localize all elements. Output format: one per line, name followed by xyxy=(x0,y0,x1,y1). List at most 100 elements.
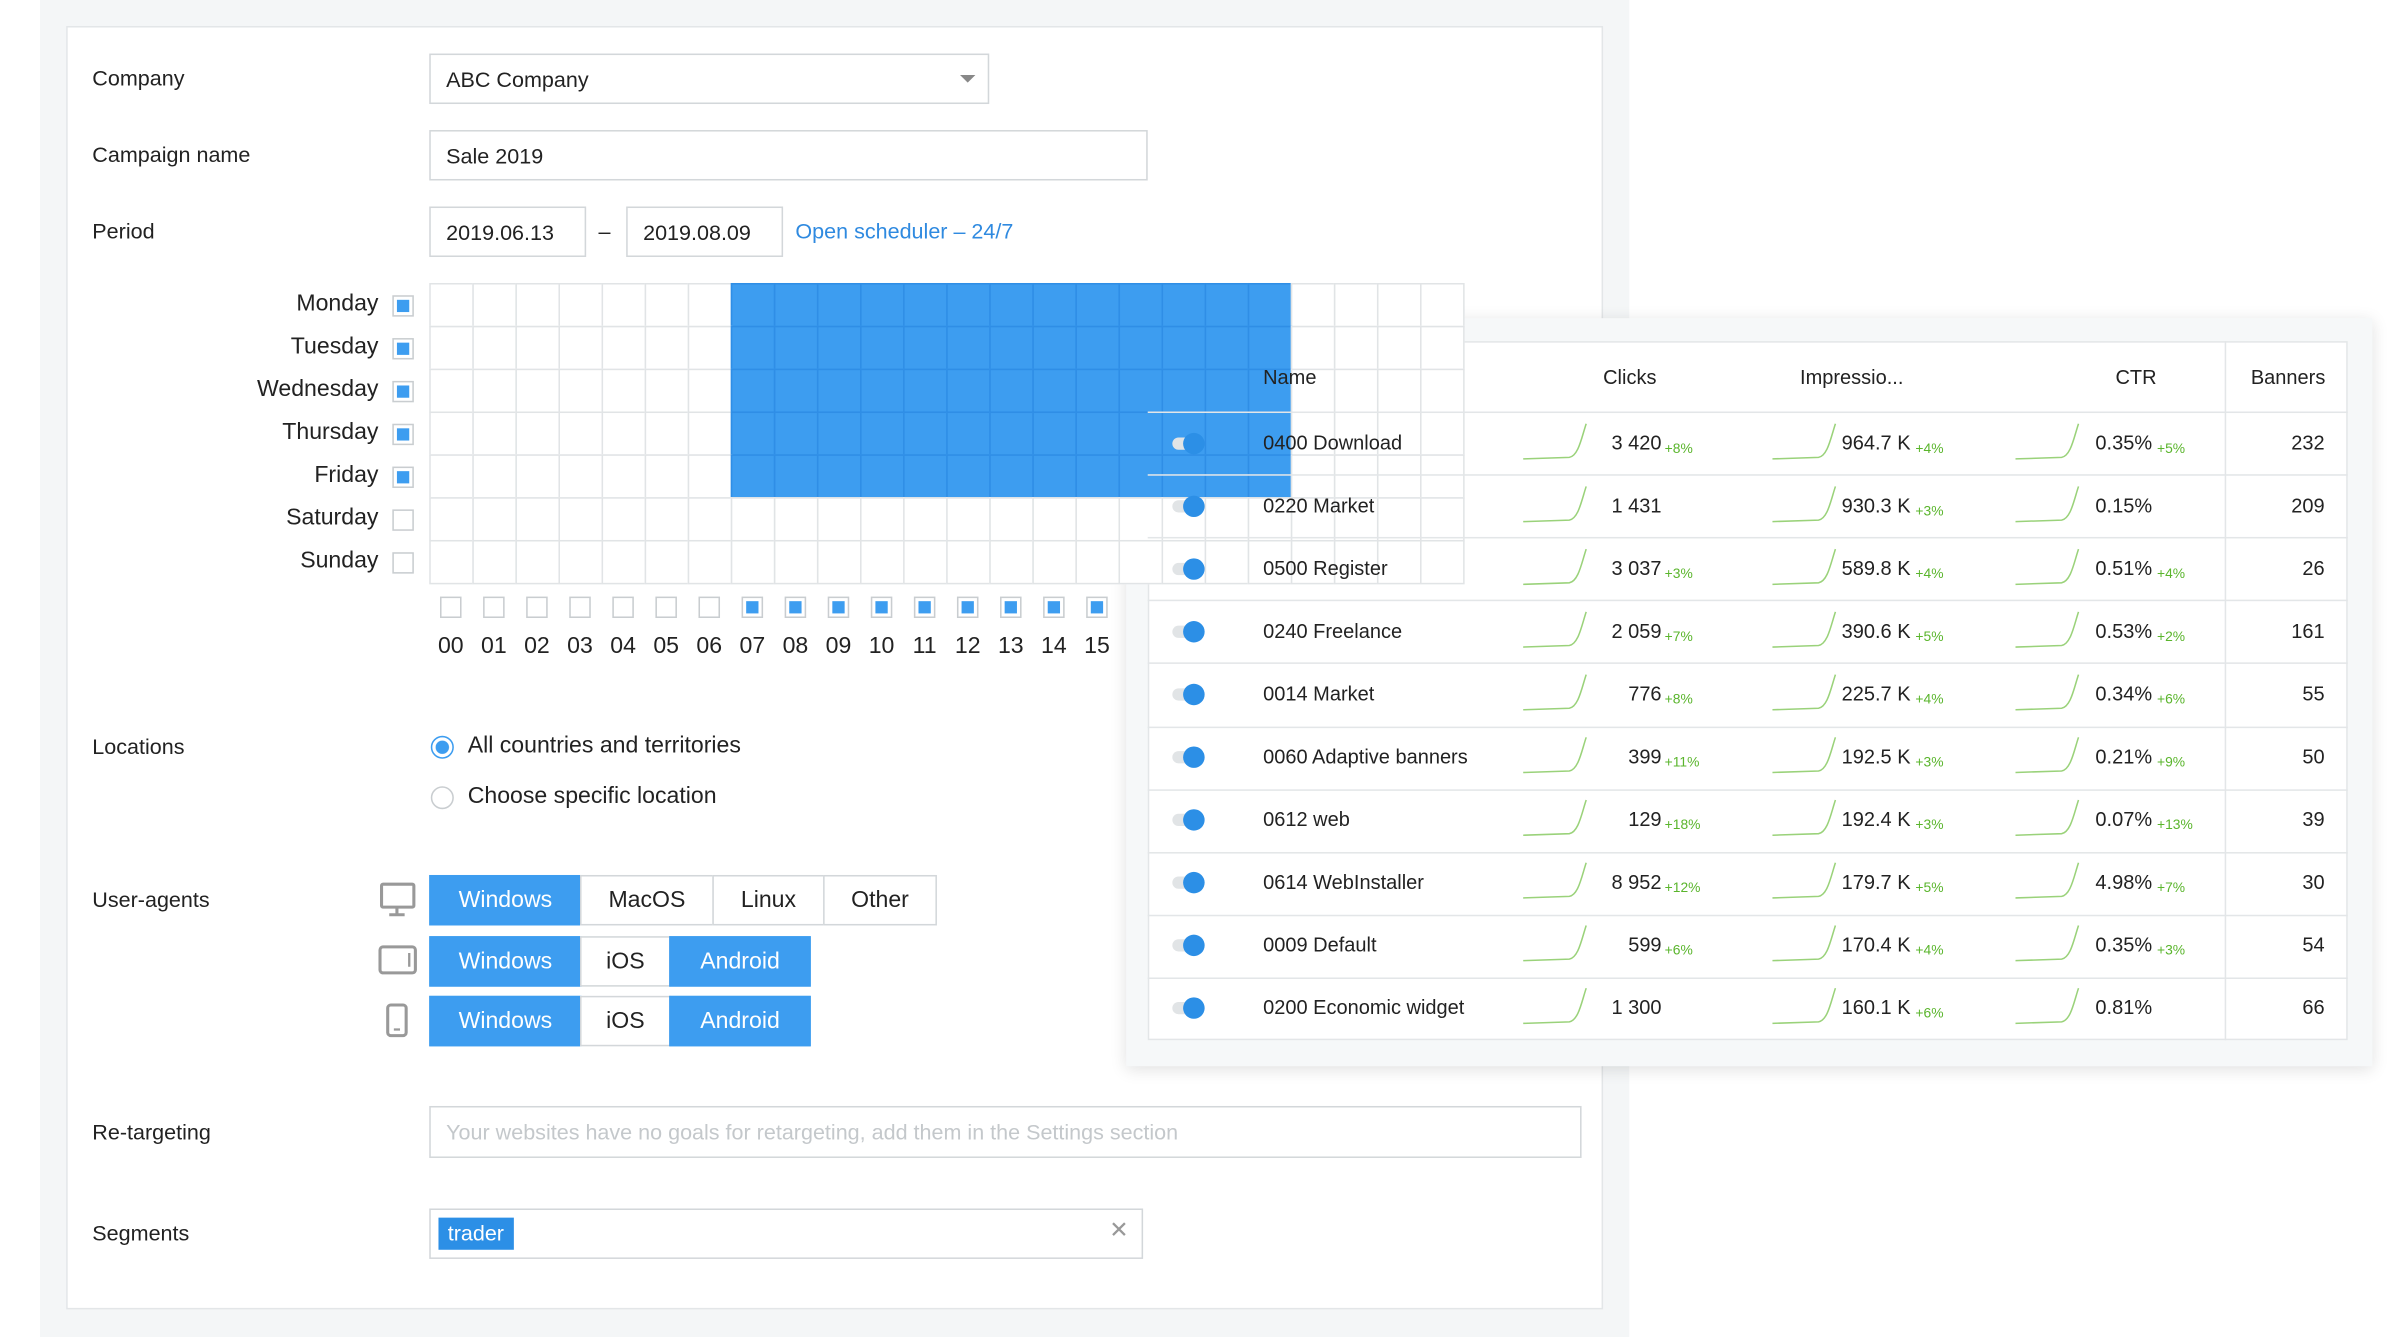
hour-checkbox[interactable] xyxy=(1043,596,1065,618)
schedule-cell[interactable] xyxy=(429,539,474,585)
schedule-cell[interactable] xyxy=(1204,325,1250,371)
schedule-cell[interactable] xyxy=(558,282,604,328)
schedule-cell[interactable] xyxy=(946,454,991,499)
agent-button[interactable]: Linux xyxy=(712,874,825,926)
schedule-cell[interactable] xyxy=(644,454,690,499)
hour-checkbox[interactable] xyxy=(913,596,936,618)
row-name[interactable]: 0614 WebInstaller xyxy=(1263,870,1424,894)
schedule-cell[interactable] xyxy=(687,454,733,499)
schedule-cell[interactable] xyxy=(1247,368,1293,414)
schedule-cell[interactable] xyxy=(601,368,647,414)
schedule-cell[interactable] xyxy=(903,497,948,542)
schedule-cell[interactable] xyxy=(946,325,991,371)
hour-checkbox[interactable] xyxy=(784,596,807,618)
schedule-cell[interactable] xyxy=(1290,454,1336,499)
schedule-cell[interactable] xyxy=(1247,539,1293,585)
schedule-cell[interactable] xyxy=(472,282,517,328)
schedule-cell[interactable] xyxy=(1204,411,1250,456)
schedule-cell[interactable] xyxy=(903,368,948,414)
schedule-cell[interactable] xyxy=(1032,282,1077,328)
schedule-cell[interactable] xyxy=(1118,454,1164,499)
agent-button[interactable]: Android xyxy=(669,995,811,1047)
hour-checkbox[interactable] xyxy=(569,596,591,618)
hour-checkbox[interactable] xyxy=(741,596,764,618)
schedule-cell[interactable] xyxy=(429,325,474,371)
schedule-cell[interactable] xyxy=(1161,325,1207,371)
row-name[interactable]: 0240 Freelance xyxy=(1263,619,1403,643)
schedule-cell[interactable] xyxy=(989,454,1034,499)
schedule-cell[interactable] xyxy=(989,282,1034,328)
radio[interactable] xyxy=(430,735,454,759)
schedule-cell[interactable] xyxy=(687,497,733,542)
schedule-cell[interactable] xyxy=(773,368,819,414)
day-checkbox[interactable] xyxy=(392,295,414,317)
scheduler-link[interactable]: Open scheduler – 24/7 xyxy=(795,218,1014,244)
schedule-cell[interactable] xyxy=(1420,325,1465,371)
agent-button[interactable]: iOS xyxy=(580,995,671,1047)
hour-checkbox[interactable] xyxy=(827,596,850,618)
schedule-cell[interactable] xyxy=(1032,368,1077,414)
schedule-cell[interactable] xyxy=(1420,497,1465,542)
schedule-cell[interactable] xyxy=(472,454,517,499)
day-checkbox[interactable] xyxy=(392,509,414,531)
schedule-cell[interactable] xyxy=(1420,539,1465,585)
schedule-cell[interactable] xyxy=(1247,454,1293,499)
schedule-cell[interactable] xyxy=(1290,282,1336,328)
segments-input[interactable] xyxy=(429,1208,1144,1259)
schedule-cell[interactable] xyxy=(1420,282,1465,328)
schedule-cell[interactable] xyxy=(515,539,561,585)
schedule-cell[interactable] xyxy=(1204,539,1250,585)
schedule-cell[interactable] xyxy=(558,497,604,542)
row-name[interactable]: 0009 Default xyxy=(1263,933,1377,957)
schedule-cell[interactable] xyxy=(1075,282,1121,328)
schedule-cell[interactable] xyxy=(860,368,905,414)
hour-checkbox[interactable] xyxy=(526,596,548,618)
schedule-cell[interactable] xyxy=(1161,454,1207,499)
schedule-cell[interactable] xyxy=(773,497,819,542)
schedule-cell[interactable] xyxy=(472,368,517,414)
schedule-cell[interactable] xyxy=(1118,282,1164,328)
hour-checkbox[interactable] xyxy=(956,596,979,618)
schedule-cell[interactable] xyxy=(1290,325,1336,371)
schedule-cell[interactable] xyxy=(816,282,862,328)
schedule-cell[interactable] xyxy=(601,282,647,328)
schedule-cell[interactable] xyxy=(601,325,647,371)
schedule-cell[interactable] xyxy=(429,368,474,414)
schedule-cell[interactable] xyxy=(1333,325,1379,371)
schedule-cell[interactable] xyxy=(644,368,690,414)
schedule-cell[interactable] xyxy=(730,411,776,456)
schedule-cell[interactable] xyxy=(1032,539,1077,585)
schedule-cell[interactable] xyxy=(472,411,517,456)
hour-checkbox[interactable] xyxy=(440,596,462,618)
schedule-cell[interactable] xyxy=(1290,368,1336,414)
schedule-cell[interactable] xyxy=(644,282,690,328)
schedule-cell[interactable] xyxy=(515,411,561,456)
schedule-cell[interactable] xyxy=(1247,325,1293,371)
schedule-cell[interactable] xyxy=(1118,539,1164,585)
schedule-cell[interactable] xyxy=(558,368,604,414)
retargeting-input[interactable]: Your websites have no goals for retarget… xyxy=(429,1105,1582,1158)
schedule-cell[interactable] xyxy=(687,325,733,371)
schedule-cell[interactable] xyxy=(989,411,1034,456)
schedule-cell[interactable] xyxy=(1376,368,1422,414)
schedule-cell[interactable] xyxy=(472,497,517,542)
schedule-cell[interactable] xyxy=(1204,368,1250,414)
schedule-cell[interactable] xyxy=(429,282,474,328)
schedule-cell[interactable] xyxy=(946,282,991,328)
hour-checkbox[interactable] xyxy=(870,596,893,618)
row-name[interactable]: 0612 web xyxy=(1263,807,1350,831)
schedule-cell[interactable] xyxy=(687,411,733,456)
campaign-input[interactable]: Sale 2019 xyxy=(429,130,1148,181)
schedule-cell[interactable] xyxy=(860,325,905,371)
schedule-cell[interactable] xyxy=(903,454,948,499)
schedule-cell[interactable] xyxy=(773,325,819,371)
schedule-cell[interactable] xyxy=(601,454,647,499)
schedule-cell[interactable] xyxy=(687,539,733,585)
company-select[interactable]: ABC Company xyxy=(429,53,990,105)
schedule-cell[interactable] xyxy=(773,539,819,585)
schedule-cell[interactable] xyxy=(946,539,991,585)
schedule-cell[interactable] xyxy=(730,539,776,585)
day-checkbox[interactable] xyxy=(392,552,414,574)
schedule-cell[interactable] xyxy=(1075,497,1121,542)
schedule-cell[interactable] xyxy=(644,497,690,542)
